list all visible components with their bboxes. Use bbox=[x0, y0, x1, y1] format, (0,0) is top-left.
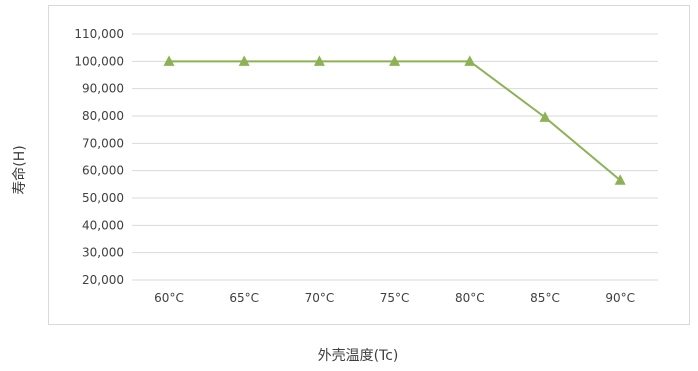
y-tick-label: 90,000 bbox=[82, 82, 124, 96]
data-point-marker bbox=[313, 55, 325, 66]
data-point-marker bbox=[389, 55, 401, 66]
x-tick-label: 75°C bbox=[380, 291, 410, 305]
gridlines bbox=[132, 33, 658, 281]
x-tick-label: 65°C bbox=[229, 291, 259, 305]
data-point-marker bbox=[464, 55, 476, 66]
x-tick-label: 70°C bbox=[305, 291, 335, 305]
x-tick-label: 60°C bbox=[154, 291, 184, 305]
y-axis-tick-labels: 20,000 30,000 40,000 50,000 60,000 70,000 80,0… bbox=[74, 27, 124, 287]
y-tick-label: 60,000 bbox=[82, 164, 124, 178]
y-tick-label: 110,000 bbox=[74, 27, 124, 41]
y-tick-label: 30,000 bbox=[82, 246, 124, 260]
x-tick-label: 90°C bbox=[605, 291, 635, 305]
series-line bbox=[169, 60, 621, 182]
y-tick-label: 100,000 bbox=[74, 54, 124, 68]
data-point-marker bbox=[614, 174, 626, 185]
x-tick-label: 85°C bbox=[530, 291, 560, 305]
data-point-marker bbox=[238, 55, 250, 66]
x-axis-tick-labels: 60°C 65°C 70°C 75°C 80°C 85°C 90°C bbox=[154, 291, 635, 305]
y-axis-title: 寿命(H) bbox=[11, 145, 28, 194]
y-tick-label: 20,000 bbox=[82, 273, 124, 287]
y-tick-label: 40,000 bbox=[82, 218, 124, 232]
y-tick-label: 70,000 bbox=[82, 136, 124, 150]
x-tick-label: 80°C bbox=[455, 291, 485, 305]
x-axis-title: 外壳温度(Tc) bbox=[318, 347, 399, 364]
series-lifetime bbox=[163, 55, 626, 185]
data-point-marker bbox=[163, 55, 175, 66]
y-tick-label: 50,000 bbox=[82, 191, 124, 205]
chart-frame bbox=[48, 5, 690, 325]
y-tick-label: 80,000 bbox=[82, 109, 124, 123]
data-point-marker bbox=[539, 111, 551, 122]
